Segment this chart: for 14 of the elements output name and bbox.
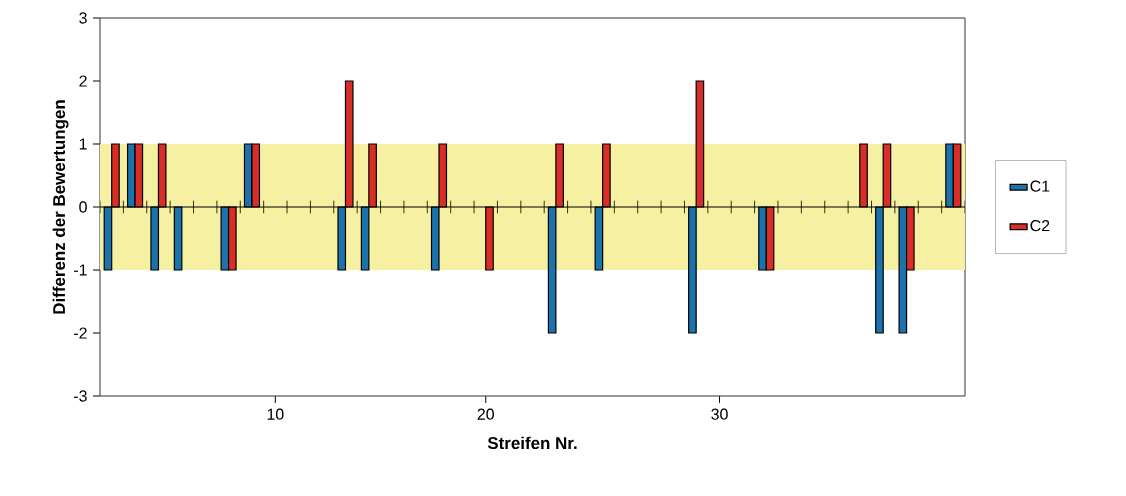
x-tick-label: 20: [477, 408, 494, 420]
y-tick-label: -3: [74, 390, 87, 402]
y-axis-title: Differenz der Bewertungen: [52, 100, 69, 314]
y-tick-label: 3: [79, 12, 87, 24]
y-tick-label: 0: [79, 201, 87, 213]
x-tick-label: 10: [267, 408, 284, 420]
legend-label: C1: [1030, 180, 1050, 192]
y-tick-label: 2: [79, 75, 87, 87]
x-axis-title: Streifen Nr.: [487, 436, 577, 450]
y-tick-label: -1: [74, 264, 87, 276]
x-tick-label: 30: [711, 408, 728, 420]
legend-label: C2: [1030, 220, 1050, 232]
y-tick-label: 1: [79, 138, 87, 150]
y-tick-label: -2: [74, 327, 87, 339]
